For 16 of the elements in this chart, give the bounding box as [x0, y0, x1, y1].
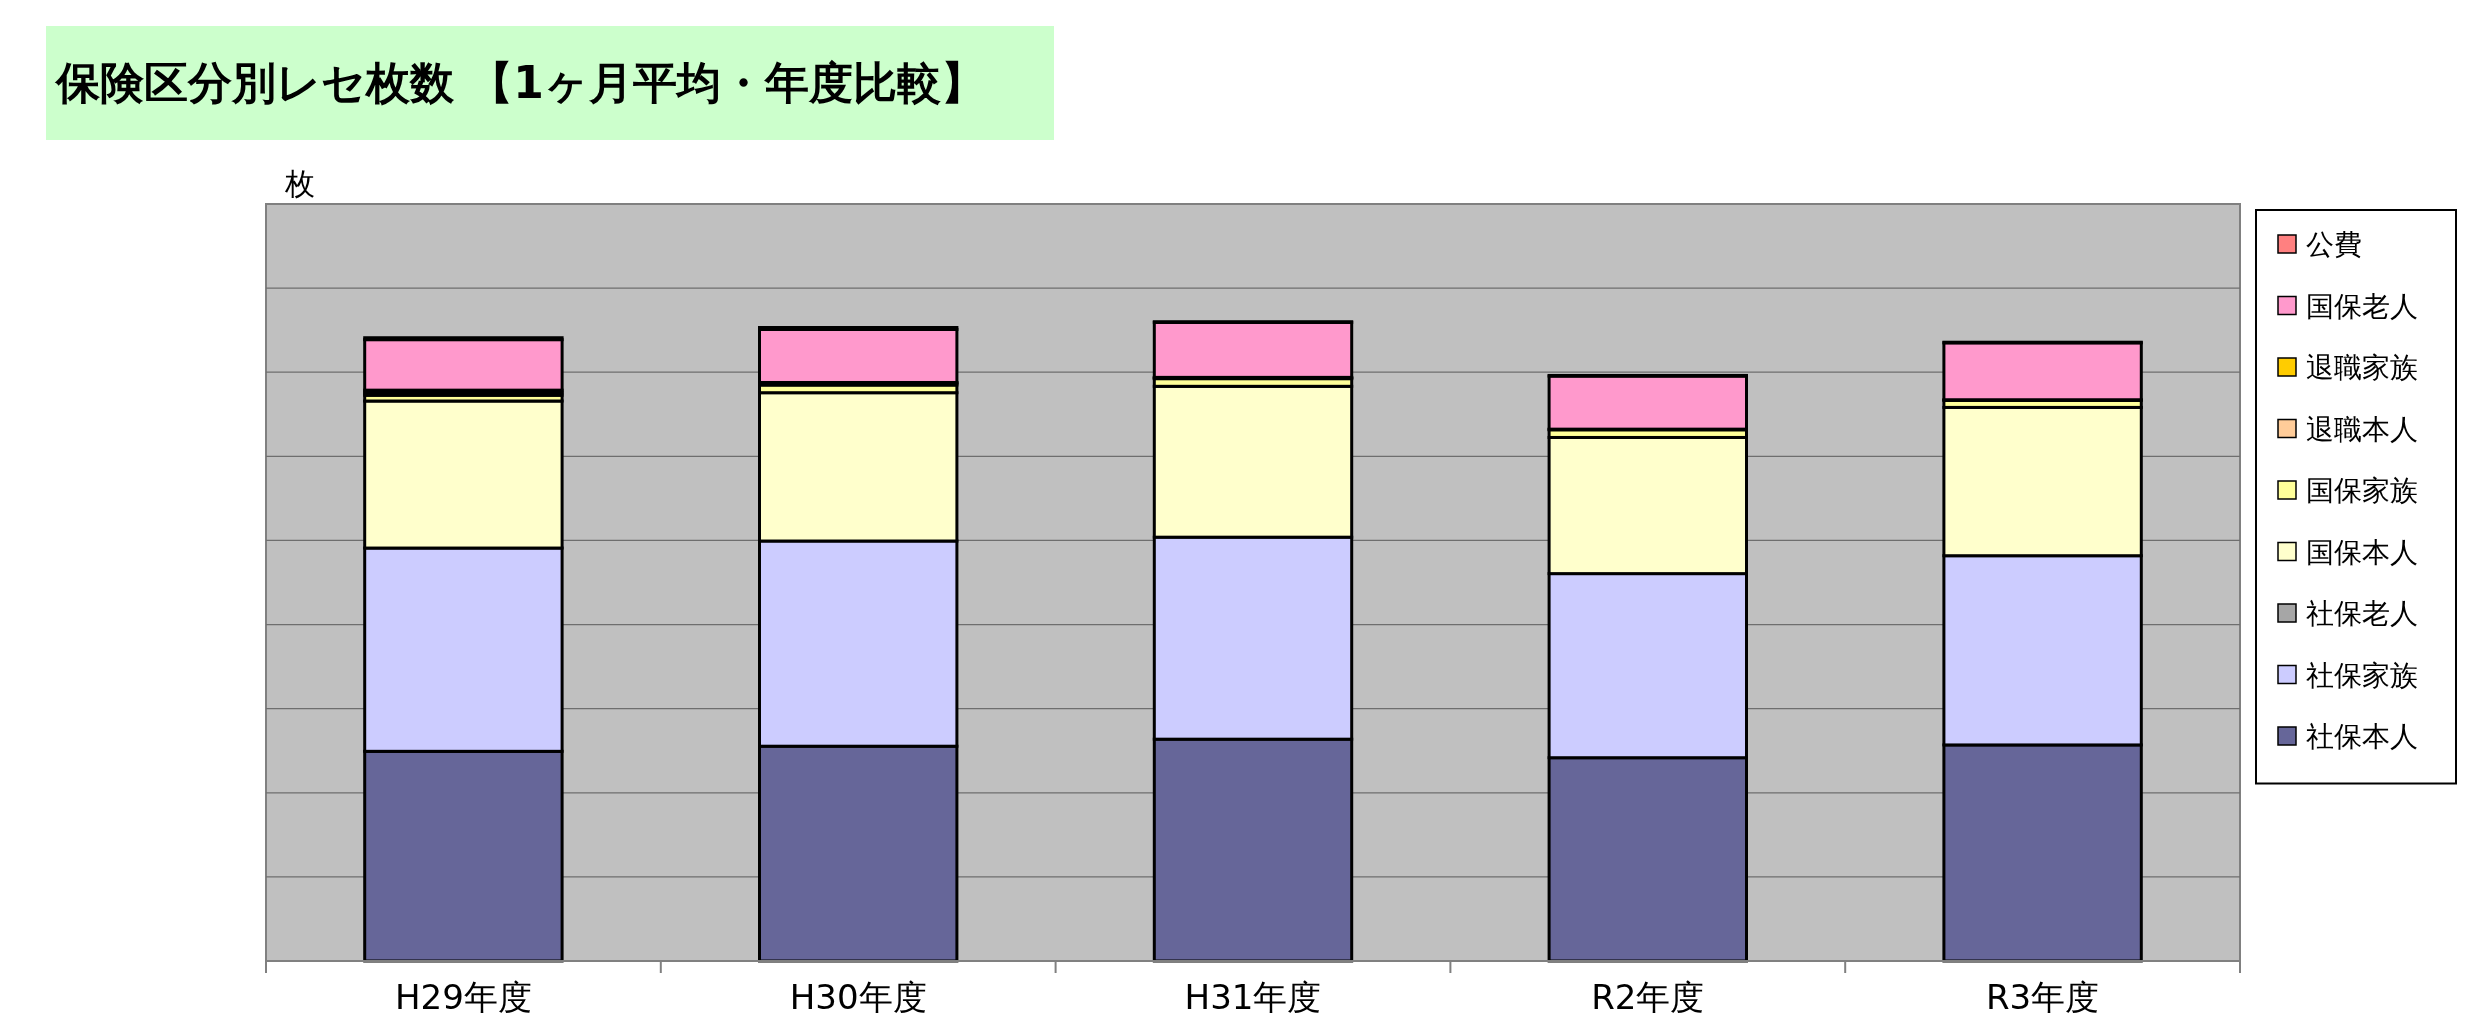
legend-label: 国保家族	[2306, 474, 2418, 507]
x-tick-label: H30年度	[789, 977, 927, 1017]
legend-label: 国保本人	[2306, 535, 2418, 569]
x-tick-label: R3年度	[1985, 977, 2100, 1017]
legend-label: 社保家族	[2306, 658, 2418, 692]
legend-label: 社保老人	[2306, 597, 2418, 630]
legend-label: 公費	[2306, 228, 2362, 261]
x-tick-label: R2年度	[1591, 977, 1705, 1017]
legend-label: 社保本人	[2306, 720, 2418, 753]
x-tick-label: H31年度	[1184, 977, 1322, 1017]
chart-title: 保険区分別レセ枚数 【1ヶ月平均・年度比較】	[54, 57, 985, 108]
x-tick-label: H29年度	[394, 977, 532, 1017]
legend-label: 国保老人	[2306, 289, 2418, 323]
legend-label: 退職家族	[2306, 351, 2418, 384]
y-axis-title: 枚	[284, 166, 315, 201]
legend-label: 退職本人	[2306, 412, 2418, 446]
